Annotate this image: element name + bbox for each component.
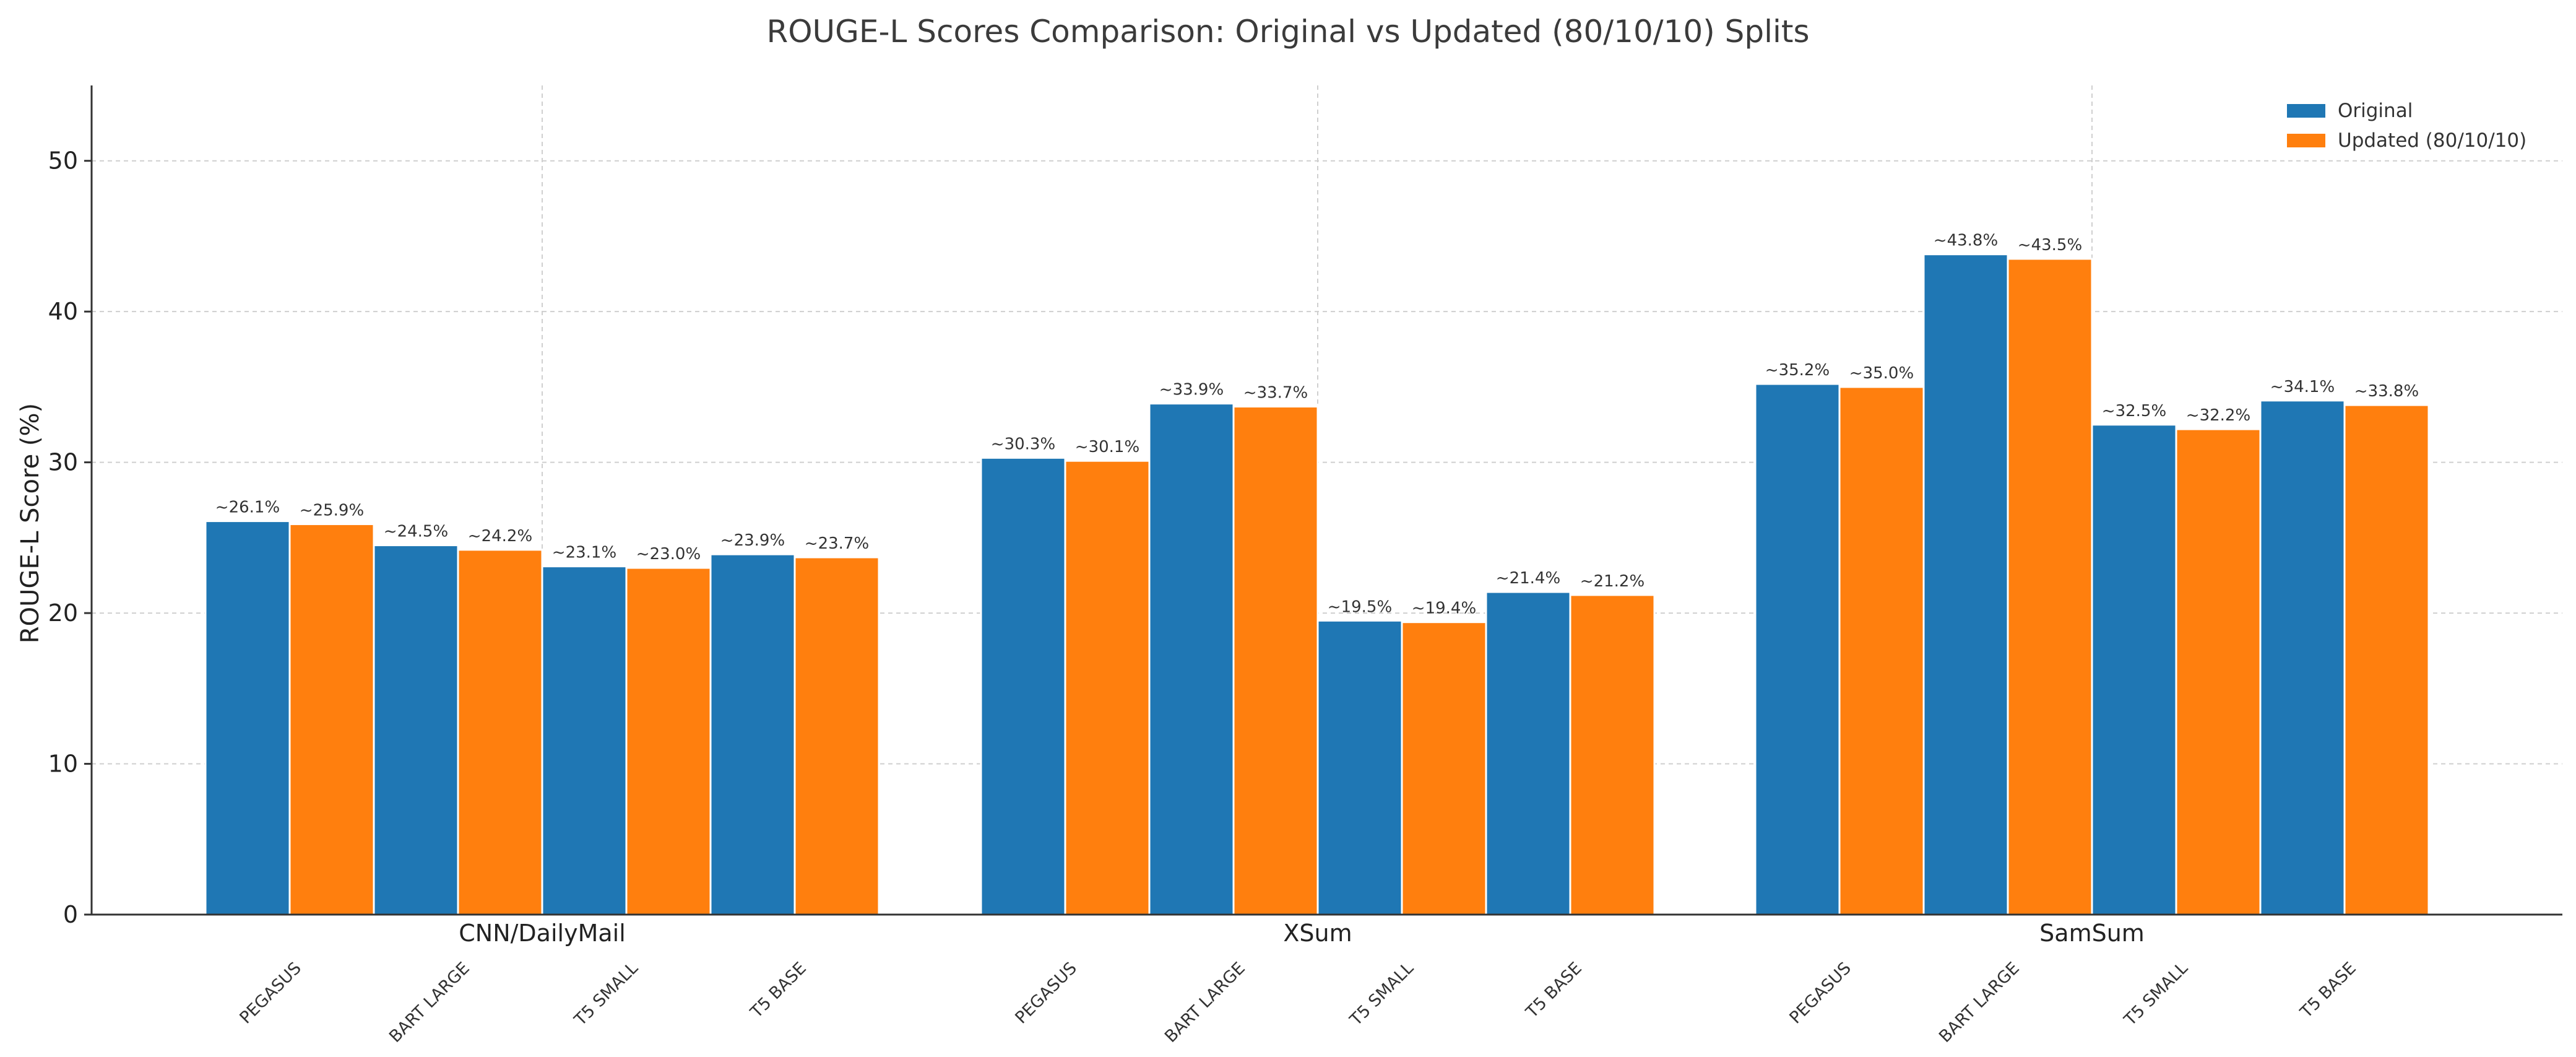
data-label-updated: ~19.4%: [1412, 599, 1476, 618]
legend-label-original: Original: [2338, 100, 2413, 122]
data-label-updated: ~32.2%: [2186, 406, 2250, 425]
legend[interactable]: Original Updated (80/10/10): [2287, 100, 2526, 152]
bar-original: [1754, 383, 1841, 916]
y-axis-label: ROUGE-L Score (%): [16, 403, 45, 643]
data-label-original: ~19.5%: [1328, 598, 1392, 616]
y-tick-label: 40: [48, 298, 78, 325]
bar-updated: [1569, 594, 1656, 916]
bar-updated: [2007, 258, 2093, 916]
bar-original: [1148, 402, 1235, 916]
bar-original: [2259, 399, 2346, 916]
legend-swatch-updated: [2287, 134, 2325, 147]
data-label-updated: ~35.0%: [1849, 364, 1914, 383]
bar-updated: [793, 556, 880, 916]
data-label-original: ~26.1%: [215, 498, 280, 517]
group-label: SamSum: [2039, 920, 2145, 947]
data-label-original: ~33.9%: [1159, 381, 1224, 399]
bar-updated: [2343, 404, 2430, 916]
data-label-updated: ~23.0%: [636, 545, 701, 563]
y-tick-label: 10: [48, 750, 78, 778]
bar-original: [2091, 424, 2177, 916]
y-tick-label: 50: [48, 147, 78, 175]
legend-swatch-original: [2287, 104, 2325, 118]
bar-original: [1316, 619, 1403, 916]
data-label-original: ~35.2%: [1765, 361, 1830, 380]
data-label-updated: ~33.7%: [1243, 384, 1308, 402]
group-label: XSum: [1283, 920, 1352, 947]
bar-updated: [1232, 406, 1319, 916]
bar-updated: [625, 567, 712, 916]
bars-layer: [204, 253, 2430, 916]
y-tick-label: 0: [63, 901, 78, 928]
group-label: CNN/DailyMail: [459, 920, 626, 947]
bar-original: [980, 456, 1066, 916]
bar-original: [204, 520, 291, 916]
data-label-updated: ~24.2%: [468, 527, 532, 546]
bar-updated: [288, 523, 375, 916]
data-label-original: ~30.3%: [991, 435, 1055, 453]
bar-updated: [1401, 621, 1487, 916]
bar-original: [541, 565, 628, 916]
chart-title: ROUGE-L Scores Comparison: Original vs U…: [766, 14, 1809, 50]
bar-original: [1922, 253, 2009, 916]
data-label-original: ~43.8%: [1934, 232, 1998, 250]
bar-updated: [1838, 386, 1925, 916]
data-labels-layer: ~26.1% ~25.9% ~24.5% ~24.2% ~23.1% ~23.0% ~23.…: [215, 232, 2419, 618]
data-label-updated: ~43.5%: [2018, 236, 2082, 254]
bar-original: [373, 544, 459, 916]
data-label-original: ~24.5%: [384, 523, 448, 541]
data-label-original: ~23.1%: [552, 544, 616, 562]
data-label-original: ~34.1%: [2270, 378, 2335, 396]
data-label-updated: ~21.2%: [1580, 572, 1645, 591]
data-label-original: ~21.4%: [1496, 569, 1560, 588]
y-tick-label: 20: [48, 599, 78, 627]
bar-original: [709, 553, 796, 916]
data-label-updated: ~23.7%: [805, 534, 869, 553]
data-label-updated: ~30.1%: [1075, 438, 1139, 456]
bar-updated: [457, 549, 543, 916]
data-label-original: ~23.9%: [720, 531, 785, 550]
bar-original: [1485, 591, 1571, 916]
bar-updated: [1064, 459, 1151, 916]
legend-label-updated: Updated (80/10/10): [2338, 129, 2526, 152]
data-label-updated: ~33.8%: [2354, 382, 2419, 401]
y-tick-label: 30: [48, 449, 78, 476]
data-label-updated: ~25.9%: [300, 501, 364, 520]
data-label-original: ~32.5%: [2102, 402, 2166, 420]
bar-updated: [2175, 428, 2262, 916]
